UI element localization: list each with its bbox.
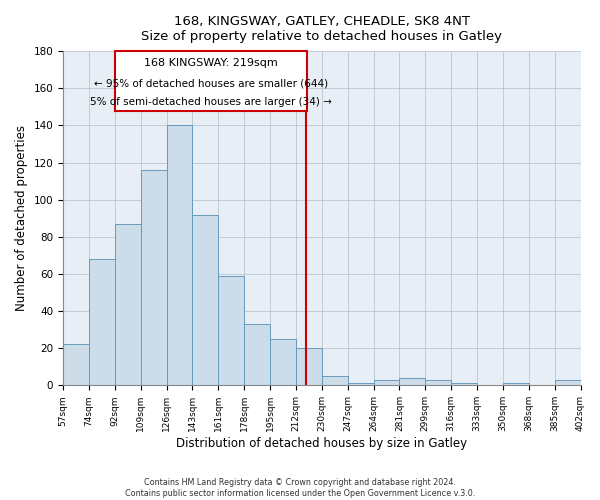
Bar (451, 384, 477, 386)
Bar (503, 384, 529, 386)
Text: 168 KINGSWAY: 219sqm: 168 KINGSWAY: 219sqm (144, 58, 278, 68)
Y-axis label: Number of detached properties: Number of detached properties (15, 125, 28, 311)
X-axis label: Distribution of detached houses by size in Gatley: Distribution of detached houses by size … (176, 437, 467, 450)
Bar (115, 224, 140, 386)
Bar (554, 380, 581, 386)
Bar (218, 276, 244, 386)
Bar (425, 380, 451, 386)
Bar (296, 348, 322, 386)
Bar (63, 344, 89, 386)
Text: ← 95% of detached houses are smaller (644): ← 95% of detached houses are smaller (64… (94, 78, 328, 88)
Text: 5% of semi-detached houses are larger (34) →: 5% of semi-detached houses are larger (3… (90, 97, 332, 107)
Bar (270, 339, 296, 386)
Bar (193, 214, 218, 386)
Bar (322, 376, 347, 386)
Bar (244, 324, 270, 386)
Bar (347, 384, 374, 386)
Bar (89, 259, 115, 386)
Title: 168, KINGSWAY, GATLEY, CHEADLE, SK8 4NT
Size of property relative to detached ho: 168, KINGSWAY, GATLEY, CHEADLE, SK8 4NT … (141, 15, 502, 43)
Bar (374, 380, 400, 386)
FancyBboxPatch shape (115, 51, 307, 110)
Text: Contains HM Land Registry data © Crown copyright and database right 2024.
Contai: Contains HM Land Registry data © Crown c… (125, 478, 475, 498)
Bar (167, 126, 193, 386)
Bar (140, 170, 167, 386)
Bar (400, 378, 425, 386)
